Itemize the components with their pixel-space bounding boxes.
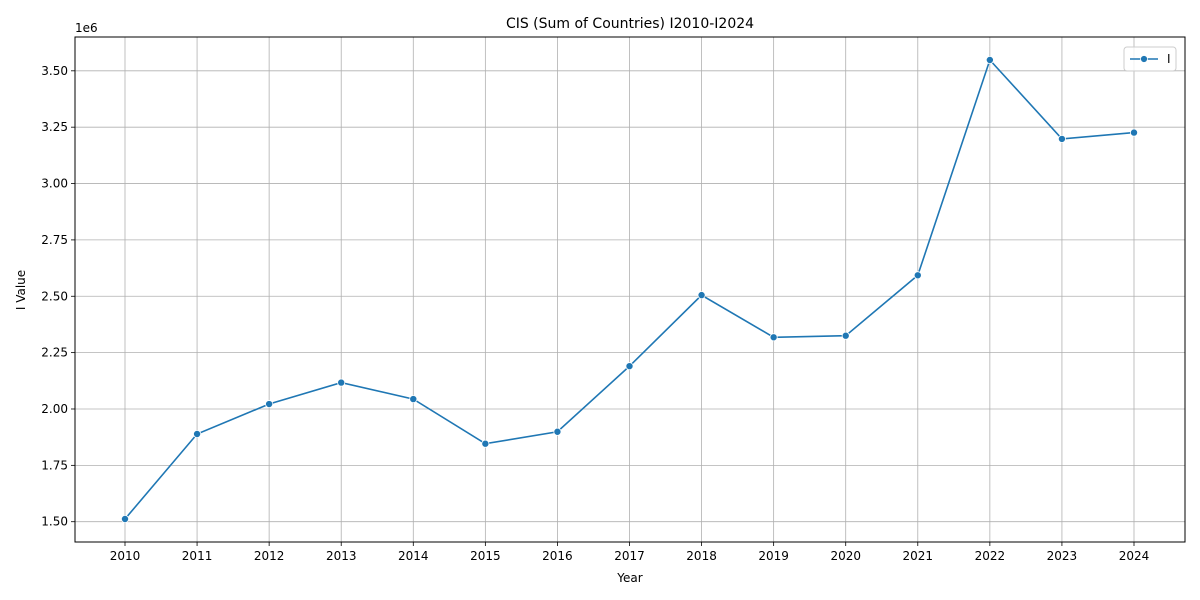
- y-axis-label: I Value: [14, 270, 28, 310]
- x-axis-label: Year: [616, 571, 642, 585]
- x-tick-label: 2024: [1119, 549, 1150, 563]
- data-point: [337, 378, 346, 387]
- legend: I: [1123, 46, 1177, 72]
- x-tick-label: 2012: [254, 549, 285, 563]
- x-tick-label: 2019: [758, 549, 789, 563]
- data-point: [625, 362, 634, 371]
- data-point: [769, 333, 778, 342]
- y-tick-label: 1.50: [41, 515, 68, 529]
- y-axis-ticks: 1.50 1.75 2.00 2.25 2.50 2.75 3.00 3.25 3.50: [41, 64, 75, 529]
- grid-lines: [75, 37, 1185, 542]
- x-tick-label: 2013: [326, 549, 357, 563]
- data-point: [697, 291, 706, 300]
- x-tick-label: 2020: [830, 549, 861, 563]
- data-point: [553, 427, 562, 436]
- data-point: [481, 439, 490, 448]
- y-tick-label: 2.00: [41, 402, 68, 416]
- x-tick-label: 2010: [110, 549, 141, 563]
- chart-title: CIS (Sum of Countries) I2010-I2024: [506, 16, 754, 32]
- x-tick-label: 2022: [975, 549, 1006, 563]
- x-tick-label: 2015: [470, 549, 501, 563]
- plot-frame: [74, 36, 1186, 543]
- x-tick-label: 2016: [542, 549, 573, 563]
- data-point: [1130, 128, 1139, 137]
- y-offset-label: 1e6: [75, 21, 98, 35]
- data-point: [121, 515, 130, 524]
- y-tick-label: 3.50: [41, 64, 68, 78]
- x-tick-label: 2017: [614, 549, 645, 563]
- data-point: [193, 430, 202, 439]
- legend-marker: [1140, 55, 1148, 63]
- y-tick-label: 2.25: [41, 346, 68, 360]
- y-tick-label: 3.00: [41, 177, 68, 191]
- y-tick-label: 3.25: [41, 120, 68, 134]
- y-tick-label: 1.75: [41, 458, 68, 472]
- data-point: [841, 331, 850, 340]
- x-tick-label: 2023: [1047, 549, 1078, 563]
- data-point: [409, 395, 418, 404]
- legend-label: I: [1167, 52, 1171, 66]
- x-tick-label: 2014: [398, 549, 429, 563]
- y-tick-label: 2.50: [41, 289, 68, 303]
- x-tick-label: 2021: [903, 549, 934, 563]
- x-tick-label: 2011: [182, 549, 213, 563]
- data-point: [265, 400, 274, 409]
- data-point: [985, 55, 994, 64]
- y-tick-label: 2.75: [41, 233, 68, 247]
- x-tick-label: 2018: [686, 549, 717, 563]
- series-layer: [121, 55, 1139, 524]
- x-axis-ticks: 2010 2011 2012 2013 2014 2015 2016 2017 2018 2019…: [110, 542, 1150, 563]
- data-point: [913, 271, 922, 280]
- data-point: [1057, 134, 1066, 143]
